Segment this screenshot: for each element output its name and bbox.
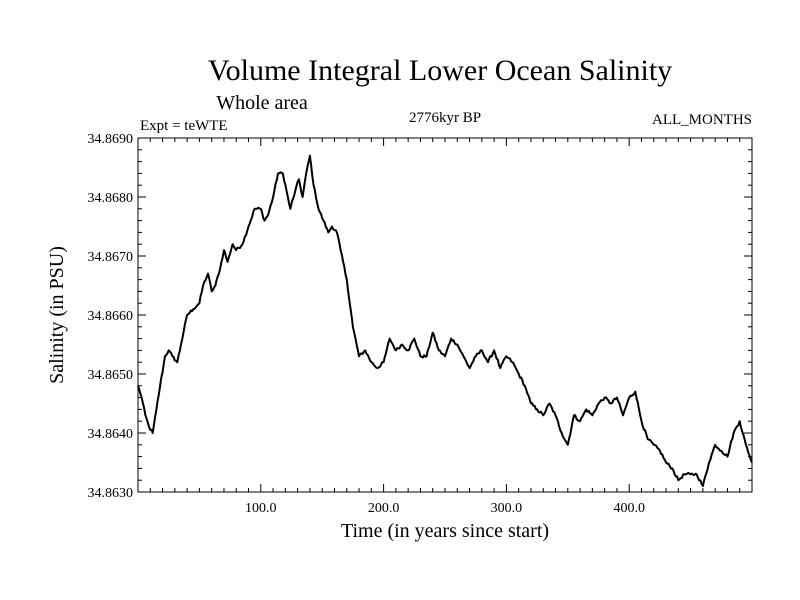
y-tick-label: 34.8660 — [88, 309, 134, 324]
x-axis: 100.0 200.0 300.0 400.0 — [149, 138, 741, 516]
x-tick-label: 400.0 — [613, 501, 645, 516]
months-label: ALL_MONTHS — [652, 112, 752, 128]
period-label: 2776kyr BP — [409, 110, 481, 126]
x-tick-label: 300.0 — [491, 501, 523, 516]
plot-frame — [137, 137, 753, 493]
y-axis: 34.8630 34.8640 34.8650 34.8660 34.8670 34.86… — [88, 132, 752, 501]
y-tick-label: 34.8640 — [88, 427, 134, 442]
y-tick-label: 34.8630 — [88, 486, 134, 501]
experiment-label: Expt = teWTE — [140, 118, 228, 134]
chart-subtitle: Whole area — [216, 92, 308, 114]
y-tick-label: 34.8650 — [88, 368, 134, 383]
x-tick-label: 100.0 — [245, 501, 277, 516]
y-tick-label: 34.8670 — [88, 250, 134, 265]
y-axis-label: Salinity (in PSU) — [46, 246, 68, 384]
y-tick-label: 34.8690 — [88, 132, 134, 147]
chart-title: Volume Integral Lower Ocean Salinity — [208, 54, 672, 87]
x-tick-label: 200.0 — [368, 501, 400, 516]
x-axis-label: Time (in years since start) — [341, 520, 549, 542]
y-tick-label: 34.8680 — [88, 191, 134, 206]
salinity-series-line — [137, 154, 753, 488]
